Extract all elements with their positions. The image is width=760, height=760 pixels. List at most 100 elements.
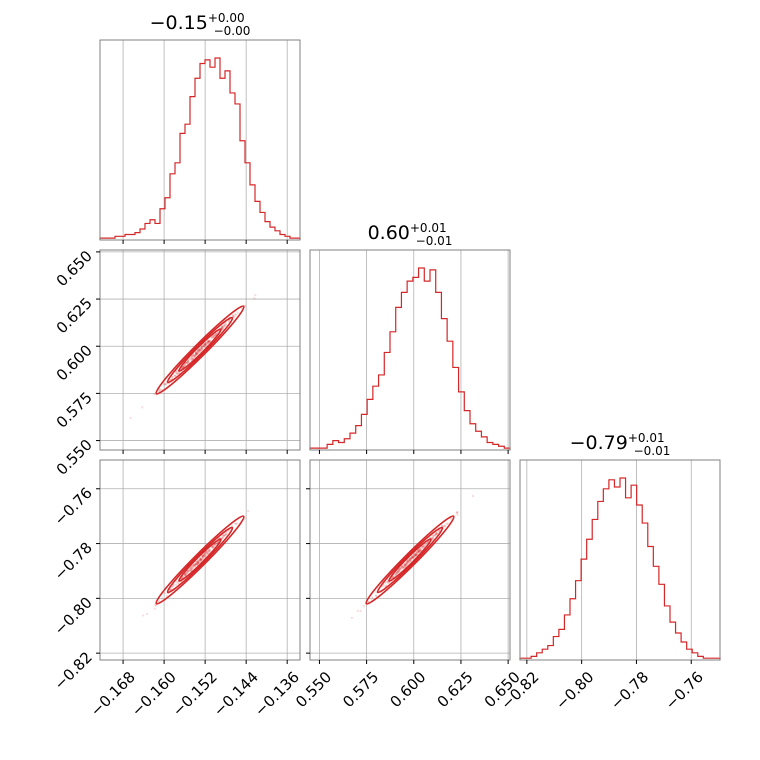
panel-2d-param-1-vs-param-3 (96, 459, 301, 664)
scatter-point (164, 383, 167, 386)
scatter-point (203, 343, 206, 346)
scatter-point (230, 524, 233, 528)
scatter-point (186, 361, 189, 364)
scatter-point (184, 573, 187, 576)
scatter-point (198, 558, 201, 561)
scatter-point (233, 316, 236, 319)
scatter-point (415, 553, 419, 556)
scatter-points (129, 293, 257, 419)
scatter-point (421, 546, 424, 549)
y-tick-label: 0.625 (53, 294, 96, 337)
scatter-point (193, 565, 196, 568)
ticks (122, 240, 288, 244)
scatter-point (419, 548, 422, 551)
scatter-point (181, 576, 184, 579)
x-tick-labels-param-3: −0.82 −0.80 −0.78 −0.76 (497, 668, 707, 713)
scatter-point (407, 560, 410, 563)
scatter-point (176, 372, 179, 375)
scatter-point (207, 340, 210, 343)
scatter-point (194, 563, 197, 566)
scatter-point (192, 353, 195, 356)
scatter-point (196, 563, 199, 566)
scatter-point (410, 556, 414, 559)
scatter-point (221, 537, 224, 540)
axes-frame (99, 39, 301, 241)
title-minus: −0.00 (214, 24, 251, 38)
scatter-point (223, 533, 226, 536)
scatter-point (415, 550, 418, 554)
scatter-point (407, 561, 410, 564)
scatter-point (374, 594, 377, 597)
scatter-point (175, 372, 178, 375)
scatter-point (197, 561, 200, 564)
scatter-point (231, 314, 234, 317)
scatter-point (402, 564, 405, 567)
scatter-point (208, 549, 211, 552)
contour-level (376, 526, 444, 594)
scatter-point (224, 533, 228, 536)
scatter-point (195, 352, 198, 355)
scatter-point (185, 362, 188, 365)
scatter-point (201, 555, 204, 558)
scatter-point (208, 549, 211, 552)
scatter-point (164, 592, 167, 595)
scatter-point (235, 522, 238, 525)
scatter-point (225, 532, 228, 535)
scatter-point (221, 327, 224, 330)
scatter-point (190, 358, 193, 361)
scatter-point (195, 353, 198, 356)
scatter-point (199, 557, 202, 560)
x-tick-label: −0.78 (607, 668, 652, 713)
scatter-point (211, 335, 214, 338)
scatter-point (193, 354, 197, 357)
scatter-point (196, 562, 199, 565)
scatter-point (198, 349, 201, 352)
ticks (526, 660, 692, 664)
scatter-point (200, 348, 203, 351)
scatter-point (405, 563, 408, 566)
scatter-point (185, 571, 188, 574)
scatter-point (174, 370, 178, 374)
y-tick-label: −0.82 (51, 648, 96, 693)
y-tick-label: −0.76 (51, 484, 96, 529)
scatter-point (405, 562, 408, 565)
scatter-point (191, 565, 194, 568)
scatter-point (413, 555, 417, 558)
scatter-point (410, 556, 414, 559)
scatter-point (222, 533, 225, 537)
scatter-point (199, 559, 202, 562)
scatter-point (173, 374, 176, 377)
contour-level (155, 515, 245, 605)
scatter-point (191, 566, 195, 569)
scatter-point (185, 361, 188, 364)
scatter-point (207, 340, 210, 343)
scatter-point (362, 605, 365, 608)
scatter-point (200, 556, 203, 559)
scatter-point (222, 325, 225, 328)
scatter-point (224, 534, 227, 537)
x-tick-label: −0.76 (662, 668, 707, 713)
scatter-point (435, 532, 438, 535)
scatter-point (471, 494, 475, 498)
scatter-point (171, 585, 174, 588)
scatter-point (387, 581, 390, 584)
scatter-point (190, 359, 193, 362)
scatter-point (185, 571, 188, 574)
scatter-point (184, 572, 187, 575)
scatter-point (210, 336, 213, 339)
scatter-point (401, 564, 404, 567)
scatter-point (199, 349, 202, 352)
scatter-point (187, 569, 190, 573)
scatter-point (187, 568, 191, 571)
scatter-point (197, 562, 200, 565)
scatter-point (397, 570, 400, 573)
scatter-point (195, 560, 198, 563)
scatter-point (455, 511, 458, 514)
scatter-point (203, 556, 206, 559)
scatter-point (397, 569, 400, 572)
x-tick-labels-param-2: 0.550 0.575 0.600 0.625 0.650 (292, 668, 524, 711)
scatter-point (172, 583, 176, 586)
scatter-point (232, 314, 235, 317)
scatter-point (146, 612, 149, 616)
scatter-point (191, 357, 195, 360)
